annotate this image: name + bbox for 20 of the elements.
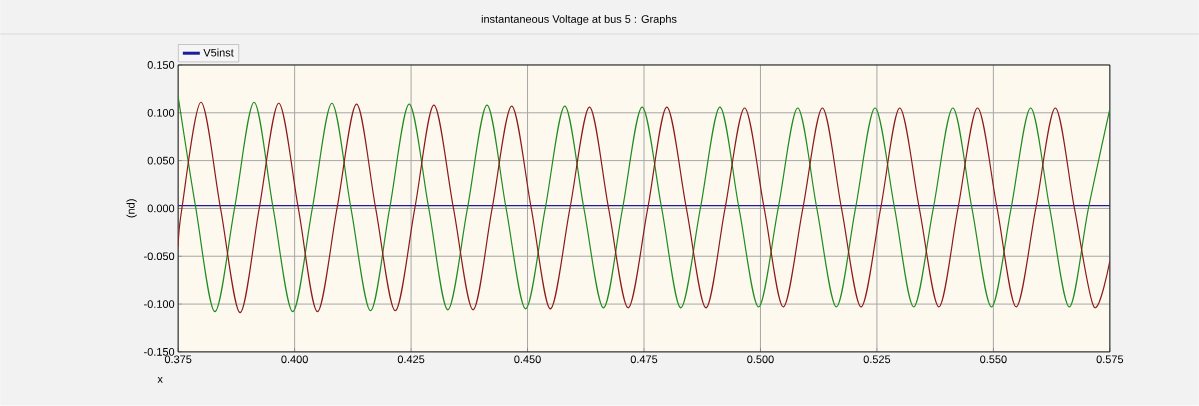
y-tick-label: -0.100 (144, 300, 175, 308)
x-tick-label: 0.575 (1096, 355, 1124, 364)
x-tick-label: 0.475 (630, 355, 658, 364)
chart-title: instantaneous Voltage at bus 5 : Graphs (481, 14, 677, 26)
y-tick-label: 0.050 (147, 156, 175, 165)
x-tick-label: 0.375 (164, 355, 192, 364)
x-tick-label: 0.450 (514, 355, 541, 364)
x-tick-label: 0.500 (747, 355, 774, 364)
y-tick-label: -0.050 (144, 252, 175, 261)
y-tick-label: 0.100 (147, 108, 175, 117)
x-tick-label: 0.425 (397, 355, 425, 364)
x-tick-label: 0.400 (281, 355, 308, 364)
x-axis-title: x (157, 377, 163, 383)
y-axis-title: (pu) (126, 199, 137, 218)
x-tick-label: 0.525 (863, 355, 891, 364)
y-tick-label: 0.000 (147, 204, 175, 213)
x-tick-label: 0.550 (980, 355, 1007, 364)
y-tick-label: 0.150 (147, 61, 175, 69)
y-tick-label: -0.150 (144, 348, 175, 356)
legend-label: V5inst (203, 48, 234, 57)
